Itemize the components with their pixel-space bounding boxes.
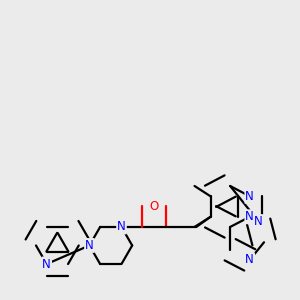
Text: N: N [245, 210, 254, 223]
Text: N: N [245, 190, 254, 203]
Text: O: O [149, 200, 158, 213]
Text: N: N [42, 257, 51, 271]
Text: N: N [254, 215, 263, 228]
Text: N: N [85, 239, 94, 252]
Text: N: N [117, 220, 126, 233]
Text: N: N [245, 254, 254, 266]
